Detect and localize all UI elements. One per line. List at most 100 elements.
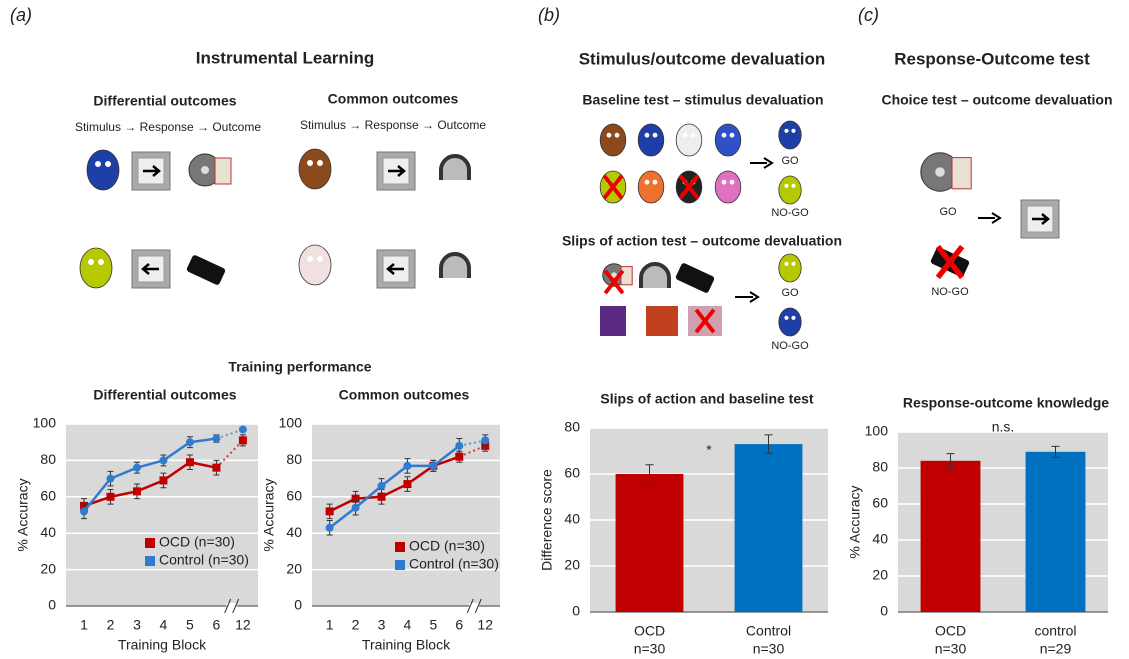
x-tick-label: Control: [746, 623, 791, 639]
y-tick-label: 80: [286, 451, 302, 467]
nogo-label: NO-GO: [771, 207, 809, 219]
x-tick-label: 4: [160, 617, 168, 633]
y-tick-label: 100: [33, 415, 57, 431]
creature-icon: [778, 253, 802, 283]
creature-eye: [95, 161, 101, 167]
x-axis-label: Training Block: [362, 637, 451, 653]
point: [159, 456, 168, 465]
film-hub: [935, 167, 945, 177]
point: [325, 523, 334, 532]
panel-label: (c): [858, 5, 879, 25]
point: [238, 436, 247, 445]
y-axis-label: % Accuracy: [847, 485, 863, 558]
plot-background: [66, 424, 258, 606]
creature-icon: [79, 247, 113, 289]
x-tick-note: n=30: [935, 641, 967, 657]
popcorn-icon: [951, 157, 972, 190]
legend-label: OCD (n=30): [159, 534, 235, 550]
point: [455, 452, 464, 461]
x-axis-label: Training Block: [118, 637, 207, 653]
y-tick-label: 0: [294, 597, 302, 613]
x-tick-label: 12: [235, 617, 251, 633]
creature-eye: [791, 315, 796, 320]
y-tick-label: 80: [872, 459, 888, 475]
panel-title: Instrumental Learning: [196, 48, 375, 67]
y-axis-label: % Accuracy: [15, 478, 31, 551]
chart-title: Common outcomes: [339, 387, 470, 403]
cross-icon: [935, 244, 965, 280]
creature-eye: [784, 261, 789, 266]
creature-eye: [784, 315, 789, 320]
legend-swatch: [145, 556, 155, 566]
y-tick-label: 60: [286, 488, 302, 504]
creature-icon: [86, 149, 120, 191]
headphones-icon: [639, 262, 671, 288]
point: [351, 503, 360, 512]
y-tick-label: 100: [865, 423, 889, 439]
creature-icon: [298, 148, 332, 190]
error-bar: [645, 464, 654, 484]
y-tick-label: 40: [872, 531, 888, 547]
x-tick-note: n=29: [1040, 641, 1072, 657]
point: [185, 458, 194, 467]
film-hub: [201, 166, 209, 174]
section-title: Differential outcomes: [93, 93, 236, 109]
x-tick-label: control: [1034, 623, 1076, 639]
key-arrow: [1032, 213, 1050, 225]
y-tick-label: 0: [48, 597, 56, 613]
section-title: Common outcomes: [328, 91, 459, 107]
headphones-icon: [439, 252, 471, 278]
nogo-label: NO-GO: [771, 340, 809, 352]
film-hub: [611, 272, 617, 278]
x-tick-label: 6: [213, 617, 221, 633]
key-arrow: [143, 165, 161, 177]
point: [212, 463, 221, 472]
y-tick-label: 40: [564, 511, 580, 527]
creature-eye: [307, 160, 313, 166]
bar: [1025, 451, 1086, 612]
y-tick-label: 60: [40, 488, 56, 504]
x-tick-label: 4: [404, 617, 412, 633]
x-tick-label: 1: [80, 617, 88, 633]
annotation: n.s.: [992, 419, 1015, 435]
creature-icon: [637, 123, 665, 157]
popcorn-icon: [214, 157, 232, 185]
x-tick-label: 2: [107, 617, 115, 633]
y-tick-label: 60: [872, 495, 888, 511]
creature-eye: [690, 132, 696, 138]
creature-eye: [98, 259, 104, 265]
arrow-icon: [750, 157, 774, 169]
go-label: GO: [939, 206, 957, 218]
chart-title: Response-outcome knowledge: [903, 395, 1109, 411]
key-arrow: [141, 263, 159, 275]
creature-eye: [652, 132, 658, 138]
x-tick-label: 6: [455, 617, 463, 633]
creature-eye: [784, 128, 789, 133]
legend-label: Control (n=30): [409, 556, 499, 572]
clothes-icon: [646, 306, 678, 336]
y-tick-label: 100: [279, 415, 303, 431]
point: [455, 441, 464, 450]
point: [106, 474, 115, 483]
y-tick-label: 20: [564, 557, 580, 573]
creature-icon: [637, 170, 665, 204]
y-tick-label: 80: [40, 451, 56, 467]
series-line-break: [215, 439, 244, 469]
y-axis-label: % Accuracy: [261, 478, 277, 551]
creature-eye: [317, 160, 323, 166]
nogo-label: NO-GO: [931, 286, 969, 298]
axis-break: [466, 598, 482, 614]
phone-icon: [675, 263, 715, 293]
creature-icon: [778, 175, 802, 205]
cross-icon: [603, 269, 625, 295]
y-tick-label: 80: [564, 419, 580, 435]
x-tick-label: 5: [186, 617, 194, 633]
book-icon: [600, 306, 626, 336]
key-arrow: [388, 165, 406, 177]
creature-eye: [791, 183, 796, 188]
creature-icon: [778, 307, 802, 337]
creature-icon: [298, 244, 332, 286]
series-line: [83, 460, 217, 508]
y-tick-label: 0: [572, 603, 580, 619]
